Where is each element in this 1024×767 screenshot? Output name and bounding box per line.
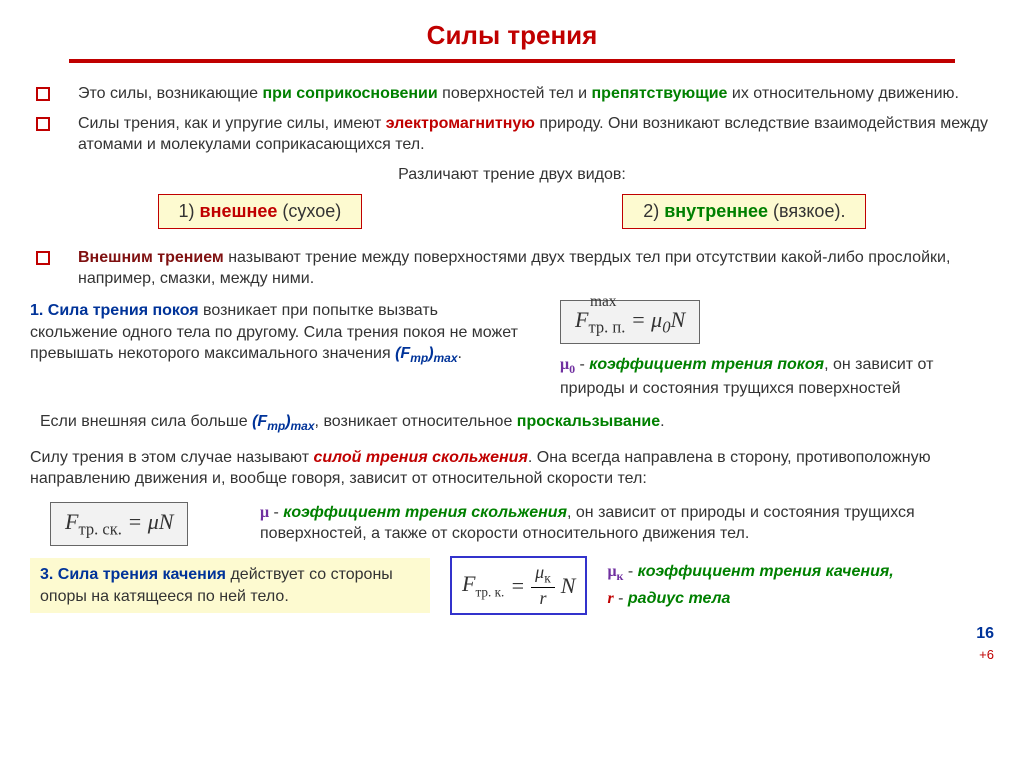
bullet-text: Это силы, возникающие при соприкосновени…: [78, 83, 994, 105]
footer-note: +6: [30, 647, 994, 662]
sliding-row: Fтр. ск. = μN μ - коэффициент трения ско…: [30, 502, 994, 546]
bullet-text: Силы трения, как и упругие силы, имеют э…: [78, 113, 994, 156]
sub-title: Различают трение двух видов:: [30, 166, 994, 184]
bullet-row: Это силы, возникающие при соприкосновени…: [36, 83, 994, 105]
bullet-icon: [36, 117, 50, 131]
mu0-definition: μ0 - коэффициент трения покоя, он зависи…: [560, 354, 994, 399]
formula-rolling: Fтр. к. = μк r N: [450, 556, 587, 615]
type-box-internal: 2) внутреннее (вязкое).: [622, 194, 866, 229]
bullet-text: Внешним трением называют трение между по…: [78, 247, 994, 290]
bullet-row: Силы трения, как и упругие силы, имеют э…: [36, 113, 994, 156]
slip-paragraph: Если внешняя сила больше (Fтр)max, возни…: [40, 411, 994, 434]
sliding-intro: Силу трения в этом случае называют силой…: [30, 447, 994, 490]
formula-sliding-wrap: Fтр. ск. = μN: [30, 502, 240, 546]
page-title: Силы трения: [30, 20, 994, 51]
intro-bullets: Это силы, возникающие при соприкосновени…: [36, 83, 994, 156]
rolling-row: 3. Сила трения качения действует со стор…: [30, 556, 994, 615]
formula-sliding: Fтр. ск. = μN: [50, 502, 188, 546]
title-divider: [69, 59, 956, 63]
formula-static: Fmaxтр. п. = μ0N: [560, 300, 700, 344]
type-boxes: 1) внешнее (сухое) 2) внутреннее (вязкое…: [30, 194, 994, 229]
static-friction-text: 1. Сила трения покоя возникает при попыт…: [30, 300, 530, 399]
page-number: 16: [30, 625, 994, 643]
external-definition: Внешним трением называют трение между по…: [36, 247, 994, 290]
static-friction-right: Fmaxтр. п. = μ0N μ0 - коэффициент трения…: [560, 300, 994, 399]
mu-sliding-definition: μ - коэффициент трения скольжения, он за…: [260, 502, 994, 545]
type-box-external: 1) внешнее (сухое): [158, 194, 363, 229]
static-friction-section: 1. Сила трения покоя возникает при попыт…: [30, 300, 994, 399]
rolling-definitions: μк - коэффициент трения качения, r - рад…: [607, 559, 994, 612]
bullet-icon: [36, 87, 50, 101]
bullet-row: Внешним трением называют трение между по…: [36, 247, 994, 290]
rolling-text: 3. Сила трения качения действует со стор…: [30, 558, 430, 613]
bullet-icon: [36, 251, 50, 265]
